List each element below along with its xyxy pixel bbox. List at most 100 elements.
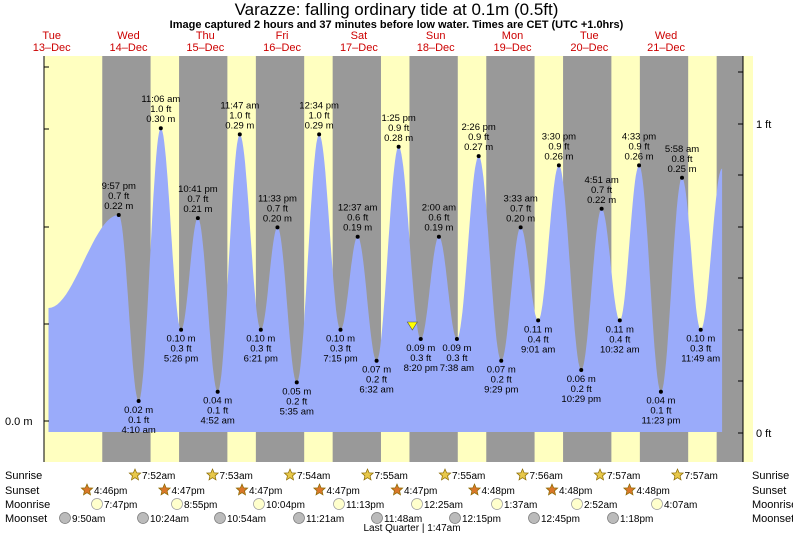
moonset-icon — [214, 512, 226, 524]
low-tide-label: 0.1 ft — [128, 415, 149, 426]
date-label: 16–Dec — [263, 42, 301, 54]
moonrise-time: 1:37am — [504, 500, 537, 511]
high-tide-label: 0.22 m — [587, 195, 616, 206]
low-tide-label: 0.3 ft — [250, 344, 271, 355]
sunset-time: 4:48pm — [559, 486, 592, 497]
sunrise-icon — [438, 468, 452, 481]
high-tide-label: 11:33 pm — [258, 193, 297, 204]
high-tide-label: 12:34 pm — [299, 100, 339, 111]
low-tide-label: 0.1 ft — [207, 406, 228, 417]
high-tide-label: 2:00 am — [422, 203, 456, 214]
day-of-week-label: Wed — [117, 30, 139, 42]
high-tide-label: 10:41 pm — [178, 184, 218, 195]
low-tide-point — [374, 358, 379, 363]
moonset-time: 12:15pm — [462, 514, 501, 525]
low-tide-label: 0.10 m — [326, 334, 355, 345]
low-tide-label: 10:29 pm — [561, 394, 601, 405]
high-tide-point — [158, 126, 163, 131]
sunset-time: 4:47pm — [404, 486, 437, 497]
moonset-time: 10:54am — [227, 514, 266, 525]
high-tide-point — [317, 132, 322, 137]
sunrise-time: 7:55am — [375, 471, 408, 482]
high-tide-point — [116, 213, 121, 217]
low-tide-point — [136, 399, 141, 403]
day-labels: Tue13–DecWed14–DecThu15–DecFri16–DecSat1… — [33, 30, 686, 54]
high-tide-label: 0.7 ft — [187, 194, 208, 205]
day-of-week-label: Mon — [502, 30, 523, 42]
tide-area-path — [48, 128, 723, 432]
low-tide-label: 0.09 m — [442, 343, 471, 354]
row-label-right: Sunset — [752, 485, 786, 497]
low-tide-label: 6:21 pm — [244, 354, 278, 365]
sunrise-icon — [205, 468, 220, 481]
chart-title: Varazze: falling ordinary tide at 0.1m (… — [234, 0, 559, 19]
sunset-time: 4:47pm — [172, 486, 205, 497]
low-tide-label: 7:15 pm — [323, 354, 357, 365]
high-tide-label: 0.7 ft — [510, 203, 531, 214]
low-tide-label: 6:32 am — [359, 385, 393, 396]
sunset-icon — [545, 483, 559, 496]
low-tide-label: 4:10 am — [121, 425, 155, 436]
high-tide-label: 0.8 ft — [671, 154, 692, 165]
low-tide-label: 0.10 m — [246, 334, 275, 345]
low-tide-point — [338, 327, 343, 332]
sunset-time: 4:48pm — [637, 486, 670, 497]
low-tide-label: 0.4 ft — [609, 334, 630, 345]
sunset-icon — [622, 483, 637, 496]
moonrise-icon — [571, 498, 583, 510]
moonset-icon — [449, 512, 461, 524]
high-tide-label: 0.21 m — [183, 204, 212, 215]
high-tide-label: 1.0 ft — [229, 110, 250, 121]
low-tide-label: 4:52 am — [201, 416, 235, 427]
low-tide-label: 10:32 am — [600, 344, 640, 355]
high-tide-label: 0.28 m — [384, 133, 413, 144]
high-tide-label: 11:06 am — [141, 94, 180, 105]
high-tide-label: 1.0 ft — [309, 110, 330, 121]
sunrise-icon — [515, 468, 530, 481]
low-tide-label: 8:20 pm — [404, 363, 438, 374]
high-tide-label: 0.27 m — [464, 142, 493, 153]
low-tide-point — [179, 327, 184, 332]
right-margin-band — [743, 56, 753, 462]
moonset-icon — [528, 512, 540, 524]
low-tide-label: 0.04 m — [646, 396, 675, 407]
sunset-time: 4:48pm — [482, 486, 515, 497]
low-tide-label: 0.11 m — [606, 324, 634, 335]
high-tide-label: 12:37 am — [338, 203, 378, 214]
low-tide-label: 0.1 ft — [650, 406, 671, 417]
sunrise-icon — [128, 468, 142, 481]
low-tide-label: 0.02 m — [124, 405, 153, 416]
low-tide-label: 11:23 pm — [641, 416, 680, 427]
low-tide-label: 0.04 m — [203, 396, 232, 407]
high-tide-label: 5:58 am — [665, 144, 699, 155]
high-tide-point — [637, 163, 642, 168]
right-axis-tick-label: 0 ft — [756, 428, 771, 440]
high-tide-point — [556, 163, 561, 168]
sun-moon-rows: Sunrise Sunrise Sunset Sunset Moonrise Moonri… — [5, 468, 793, 534]
high-tide-label: 4:33 pm — [622, 131, 656, 142]
low-tide-label: 0.10 m — [167, 334, 196, 345]
high-tide-label: 0.30 m — [146, 114, 175, 125]
moonrise-time: 4:07am — [664, 500, 697, 511]
row-label-left: Moonrise — [5, 499, 50, 511]
high-tide-label: 0.25 m — [667, 164, 696, 175]
low-tide-label: 0.2 ft — [286, 396, 307, 407]
high-tide-point — [680, 175, 685, 180]
moonrise-icon — [411, 498, 423, 510]
date-label: 18–Dec — [417, 42, 455, 54]
date-label: 19–Dec — [494, 42, 532, 54]
day-of-week-label: Wed — [655, 30, 677, 42]
low-tide-label: 9:29 pm — [484, 385, 518, 396]
sunrise-icon — [283, 468, 297, 481]
moonrise-icon — [253, 498, 265, 510]
moon-phase-label: Last Quarter | 1:47am — [363, 523, 460, 534]
low-tide-label: 0.07 m — [487, 365, 516, 376]
low-tide-point — [499, 358, 504, 363]
moonrise-icon — [171, 498, 183, 510]
low-tide-label: 0.3 ft — [171, 344, 192, 355]
low-tide-label: 0.10 m — [686, 334, 715, 345]
low-tide-point — [617, 318, 622, 323]
sunset-icon — [235, 483, 249, 496]
